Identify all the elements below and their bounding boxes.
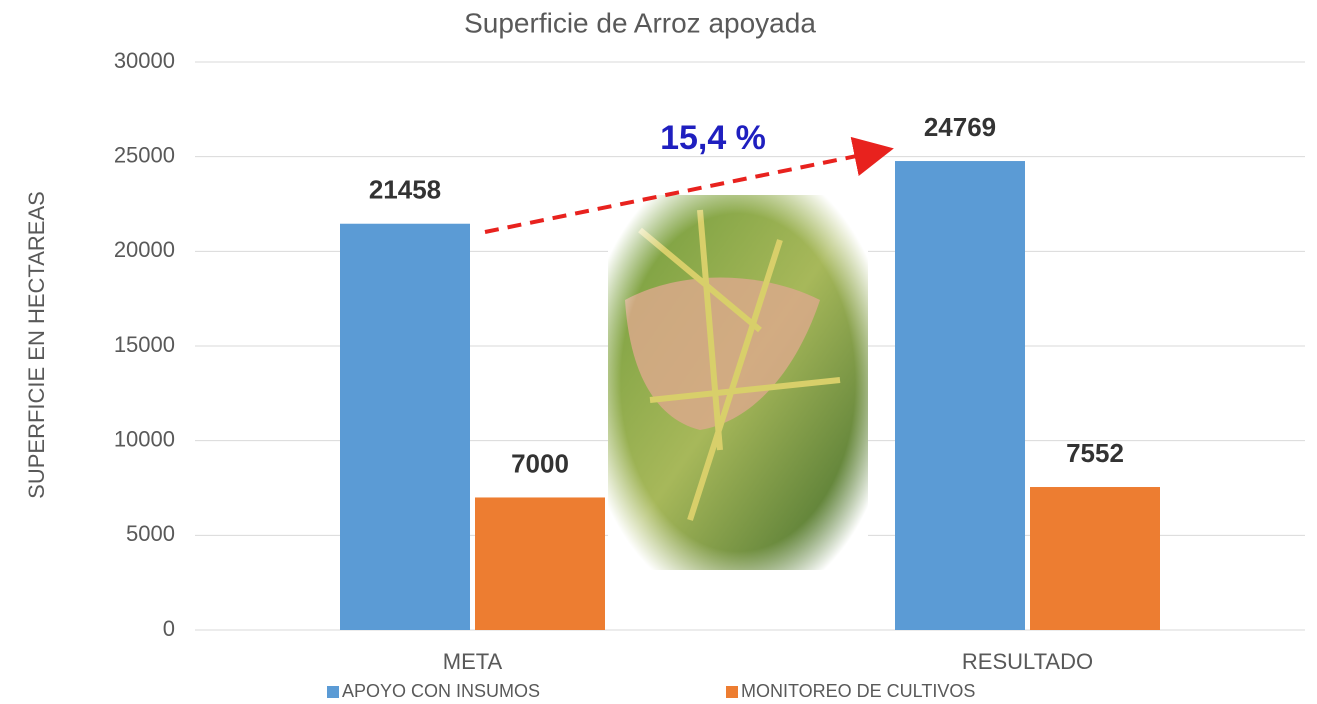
chart-title: Superficie de Arroz apoyada — [464, 7, 816, 38]
bar — [340, 223, 470, 631]
y-tick-label: 25000 — [114, 142, 175, 167]
bar — [475, 497, 605, 630]
legend-swatch — [726, 686, 738, 698]
y-axis-title: SUPERFICIE EN HECTAREAS — [24, 191, 49, 499]
data-label: 21458 — [369, 175, 441, 205]
bar — [1030, 487, 1160, 630]
photo — [608, 195, 868, 570]
y-tick-label: 20000 — [114, 237, 175, 262]
y-tick-label: 0 — [163, 616, 175, 641]
y-tick-label: 15000 — [114, 332, 175, 357]
legend-label: APOYO CON INSUMOS — [342, 681, 540, 701]
annotation: 15,4 % — [660, 119, 766, 157]
photo-vignette — [608, 195, 868, 570]
legend: APOYO CON INSUMOS MONITOREO DE CULTIVOS — [327, 681, 975, 701]
x-tick-label: META — [443, 649, 503, 674]
y-tick-label: 10000 — [114, 426, 175, 451]
x-tick-label: RESULTADO — [962, 649, 1093, 674]
y-tick-label: 5000 — [126, 521, 175, 546]
data-label: 7552 — [1066, 438, 1124, 468]
bar — [895, 161, 1025, 630]
legend-swatch — [327, 686, 339, 698]
y-tick-label: 30000 — [114, 48, 175, 73]
bars: 21458 7000 24769 7552 — [340, 112, 1160, 631]
legend-label: MONITOREO DE CULTIVOS — [741, 681, 975, 701]
data-label: 7000 — [511, 448, 569, 478]
data-label: 24769 — [924, 112, 996, 142]
